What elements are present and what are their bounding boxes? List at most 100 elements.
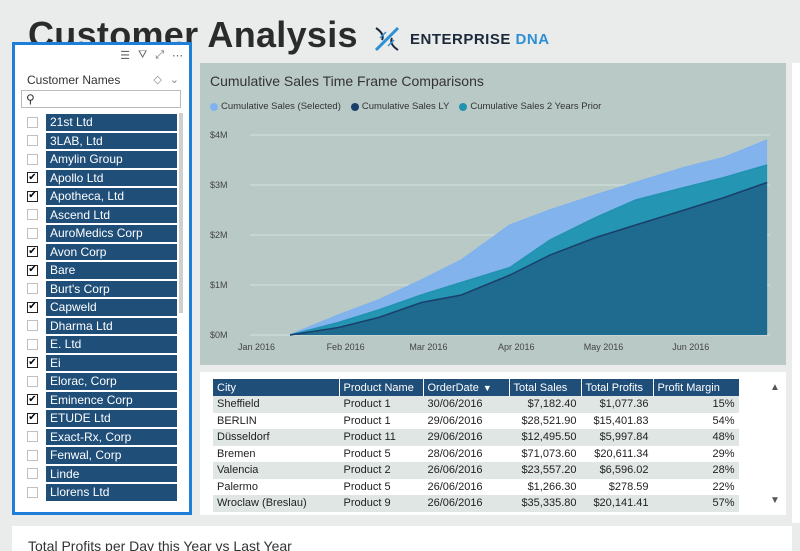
checkbox[interactable]: ✔ [27, 356, 38, 369]
checkbox[interactable]: ✔ [27, 301, 38, 313]
checkbox[interactable] [27, 116, 38, 128]
slicer-item[interactable]: ✔ Ei [21, 354, 185, 373]
column-header[interactable]: Total Profits [581, 379, 654, 396]
table-cell: 22% [653, 478, 739, 495]
table-row[interactable]: Düsseldorf Product 11 29/06/2016 $12,495.50… [213, 429, 739, 446]
table-row[interactable]: Bremen Product 5 28/06/2016 $71,073.60 $20,6… [213, 445, 739, 462]
cumulative-sales-chart[interactable]: $0M $1M $2M $3M $4M Jan 2016 Feb 2016 Mar 2016 A… [200, 63, 786, 365]
column-header[interactable]: Total Sales [509, 379, 582, 396]
table-row[interactable]: Sheffield Product 1 30/06/2016 $7,182.40 $1,… [213, 396, 739, 413]
slicer-item[interactable]: ✔ Avon Corp [21, 243, 185, 262]
scroll-down-icon[interactable]: ▼ [770, 495, 780, 506]
slicer-item[interactable]: Linde [21, 465, 185, 484]
checkbox[interactable] [27, 153, 38, 165]
slicer-item[interactable]: ✔ Apollo Ltd [21, 169, 185, 188]
slicer-item[interactable]: 21st Ltd [21, 113, 185, 132]
slicer-item[interactable]: Exact-Rx, Corp [21, 428, 185, 447]
focus-mode-icon[interactable]: ⤢ [155, 49, 164, 61]
series-line [289, 139, 768, 336]
legend-item-selected[interactable]: Cumulative Sales (Selected) [210, 101, 341, 112]
table-cell: $5,997.84 [581, 429, 653, 446]
eraser-icon[interactable]: ◇ [153, 74, 162, 86]
slicer-item[interactable]: E. Ltd [21, 335, 185, 354]
table-row[interactable]: BERLIN Product 1 29/06/2016 $28,521.90 $15,4… [213, 412, 739, 429]
checkbox[interactable] [27, 338, 38, 350]
slicer-item[interactable]: ✔ ETUDE Ltd [21, 409, 185, 428]
table-scrollbar[interactable]: ▲ ▼ [770, 382, 780, 506]
slicer-item[interactable]: Burt's Corp [21, 280, 185, 299]
chevron-down-icon[interactable]: ⌄ [169, 74, 179, 86]
table-cell: Product 9 [339, 495, 423, 512]
slicer-item-label: Bare [46, 262, 177, 279]
slicer-item-label: Avon Corp [46, 243, 177, 260]
slicer-item[interactable]: Llorens Ltd [21, 483, 185, 502]
x-tick-label: Feb 2016 [327, 342, 365, 352]
table-cell: $23,557.20 [509, 462, 581, 479]
slicer-list: 21st Ltd 3LAB, Ltd Amylin Group ✔ Apollo Ltd… [21, 113, 185, 511]
x-tick-label: Apr 2016 [498, 342, 535, 352]
x-tick-label: May 2016 [584, 342, 624, 352]
checkbox[interactable] [27, 209, 38, 221]
slicer-item[interactable]: ✔ Bare [21, 261, 185, 280]
table-cell: $6,596.02 [581, 462, 653, 479]
slicer-item[interactable]: AuroMedics Corp [21, 224, 185, 243]
checkbox[interactable]: ✔ [27, 412, 38, 424]
slicer-item[interactable]: 3LAB, Ltd [21, 132, 185, 151]
chart-legend: Cumulative Sales (Selected) Cumulative S… [210, 101, 601, 112]
sort-desc-icon[interactable]: ▼ [482, 382, 492, 393]
table-row[interactable]: Wroclaw (Breslau) Product 9 26/06/2016 $35,… [213, 495, 739, 512]
checkbox[interactable] [27, 449, 38, 461]
checkbox[interactable]: ✔ [27, 245, 38, 258]
drag-handle-icon[interactable]: ☰ [120, 50, 130, 62]
table-row[interactable]: Palermo Product 5 26/06/2016 $1,266.30 $278.… [213, 478, 739, 495]
brand-logo: ENTERPRISE DNA [370, 22, 550, 56]
checkbox[interactable] [27, 486, 38, 498]
slicer-scrollbar[interactable] [179, 113, 183, 313]
table-row[interactable]: Valencia Product 2 26/06/2016 $23,557.20 $6,… [213, 462, 739, 479]
table-cell: $278.59 [581, 478, 653, 495]
slicer-item[interactable]: Amylin Group [21, 150, 185, 169]
legend-item-ly[interactable]: Cumulative Sales LY [350, 101, 449, 112]
more-options-icon[interactable]: ⋯ [172, 50, 183, 62]
column-header[interactable]: City [213, 379, 340, 396]
slicer-header: Customer Names ◇ ⌄ [27, 73, 179, 87]
slicer-item[interactable]: Dharma Ltd [21, 317, 185, 336]
checkbox[interactable] [27, 468, 38, 480]
checkbox[interactable] [27, 375, 38, 387]
checkbox[interactable] [27, 135, 38, 147]
table-cell: Product 1 [339, 396, 423, 413]
orders-table-panel: City Product Name OrderDate ▼ Total Sales Tot… [200, 372, 786, 515]
x-tick-label: Jun 2016 [672, 342, 709, 352]
slicer-item[interactable]: ✔ Capweld [21, 298, 185, 317]
legend-dot [210, 102, 218, 111]
slicer-item-label: AuroMedics Corp [46, 225, 177, 242]
checkbox[interactable]: ✔ [27, 393, 38, 406]
slicer-item[interactable]: ✔ Eminence Corp [21, 391, 185, 410]
legend-item-two-years[interactable]: Cumulative Sales 2 Years Prior [459, 101, 601, 112]
customer-slicer[interactable]: ☰ ⛛ ⤢ ⋯ Customer Names ◇ ⌄ ⚲ 21st Ltd 3LA… [12, 42, 192, 515]
checkbox[interactable]: ✔ [27, 264, 38, 276]
slicer-item-label: ETUDE Ltd [46, 410, 177, 427]
checkbox[interactable] [27, 227, 38, 239]
slicer-item-label: Fenwal, Corp [46, 447, 177, 464]
legend-dot [350, 102, 359, 111]
slicer-item[interactable]: Fenwal, Corp [21, 446, 185, 465]
checkbox[interactable]: ✔ [27, 171, 38, 184]
slicer-item[interactable]: ✔ Apotheca, Ltd [21, 187, 185, 206]
checkbox[interactable] [27, 431, 38, 443]
filter-icon[interactable]: ⛛ [137, 49, 148, 61]
slicer-search-input[interactable]: ⚲ [21, 90, 181, 108]
column-header[interactable]: OrderDate ▼ [423, 379, 510, 396]
table-cell: 29/06/2016 [423, 429, 509, 446]
column-header[interactable]: Product Name [339, 379, 424, 396]
column-header[interactable]: Profit Margin [653, 379, 740, 396]
y-tick-label: $4M [210, 130, 228, 140]
checkbox[interactable] [27, 283, 38, 295]
slicer-item[interactable]: Elorac, Corp [21, 372, 185, 391]
chart-title: Cumulative Sales Time Frame Comparisons [210, 73, 484, 89]
checkbox[interactable] [27, 320, 38, 332]
table-cell: $71,073.60 [509, 445, 581, 462]
slicer-item[interactable]: Ascend Ltd [21, 206, 185, 225]
checkbox[interactable]: ✔ [27, 190, 38, 202]
scroll-up-icon[interactable]: ▲ [770, 382, 780, 393]
